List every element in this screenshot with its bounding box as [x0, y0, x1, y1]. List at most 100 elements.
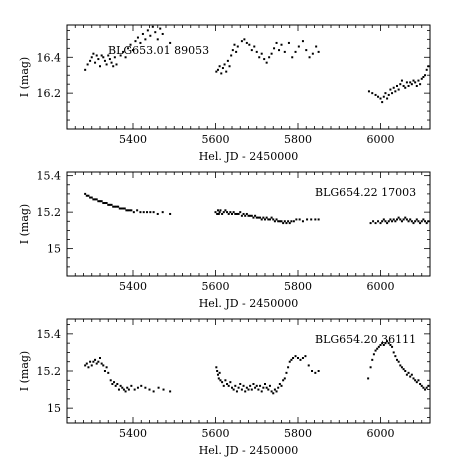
y-tick-label: 16.4 — [37, 51, 62, 64]
data-point — [397, 360, 400, 363]
data-point — [386, 222, 389, 225]
data-point — [236, 45, 239, 48]
data-point — [414, 81, 417, 84]
x-axis-label: Hel. JD - 2450000 — [199, 297, 299, 310]
data-point — [100, 54, 103, 57]
data-point — [280, 220, 283, 223]
data-point — [113, 205, 116, 208]
data-point — [136, 386, 139, 389]
data-point — [231, 212, 233, 215]
data-point — [221, 212, 224, 215]
x-tick-label: 5600 — [202, 280, 230, 293]
x-axis-label: Hel. JD - 2450000 — [199, 444, 299, 457]
data-point — [270, 390, 273, 393]
data-point — [122, 388, 125, 391]
star-id-label: BLG653.01 89053 — [108, 44, 209, 57]
data-point — [219, 209, 222, 212]
data-point — [255, 216, 258, 219]
data-point — [268, 218, 271, 221]
data-point — [218, 371, 221, 374]
data-point — [117, 388, 120, 391]
data-point — [144, 38, 147, 41]
data-point — [217, 377, 220, 380]
data-point — [222, 384, 225, 387]
data-point — [387, 342, 390, 345]
data-point — [161, 32, 164, 35]
data-point — [377, 345, 380, 348]
data-point — [396, 84, 398, 87]
data-point — [221, 381, 224, 384]
data-point — [85, 194, 88, 197]
data-point — [108, 203, 111, 206]
data-point — [282, 222, 285, 225]
data-point — [92, 52, 95, 55]
data-point — [149, 34, 152, 37]
data-point — [97, 200, 100, 203]
data-point — [230, 54, 233, 57]
data-point — [409, 375, 412, 378]
data-point — [108, 58, 111, 61]
data-point — [272, 392, 275, 395]
data-point — [169, 390, 172, 393]
data-point — [95, 54, 98, 57]
data-point — [412, 377, 415, 380]
data-point — [400, 366, 403, 369]
data-point — [99, 357, 101, 359]
data-point — [298, 218, 301, 221]
data-point — [117, 205, 120, 208]
data-point — [223, 63, 226, 66]
data-point — [156, 212, 159, 215]
data-point — [280, 43, 283, 46]
data-point — [264, 218, 266, 221]
data-point — [425, 386, 428, 389]
data-point — [103, 202, 106, 205]
data-point — [405, 373, 408, 376]
data-point — [134, 40, 137, 43]
data-point — [399, 364, 402, 367]
data-point — [102, 364, 105, 367]
data-point — [420, 77, 423, 80]
data-point — [297, 45, 300, 48]
data-point — [259, 216, 262, 219]
y-tick-label: 15.4 — [37, 170, 62, 183]
data-point — [391, 220, 394, 223]
data-point — [84, 192, 87, 195]
panel-blg654-22-17003: 5400 5600 5800 6000 15 15.2 15.4 Hel. JD - 2450… — [18, 170, 431, 310]
data-point — [404, 370, 407, 372]
data-point — [283, 220, 286, 223]
data-point — [389, 344, 392, 346]
data-point — [107, 203, 110, 206]
data-point — [306, 218, 309, 221]
data-point — [317, 370, 320, 372]
data-point — [105, 202, 108, 205]
data-point — [394, 355, 397, 358]
data-point — [386, 340, 389, 343]
data-point — [228, 65, 231, 68]
data-point — [94, 61, 97, 64]
data-point — [415, 381, 418, 384]
data-point — [414, 220, 417, 223]
data-point — [107, 371, 110, 374]
data-point — [253, 45, 256, 48]
x-tick-label: 5600 — [202, 427, 230, 440]
data-point — [122, 50, 125, 53]
data-point — [140, 384, 143, 387]
data-point — [102, 56, 105, 59]
data-point — [125, 209, 128, 212]
data-point — [397, 216, 400, 219]
data-point — [250, 49, 253, 52]
x-tick-label: 5400 — [119, 427, 147, 440]
data-point — [240, 214, 243, 217]
data-point — [381, 101, 384, 104]
data-point — [92, 360, 95, 363]
data-point — [124, 390, 127, 393]
data-point — [102, 202, 105, 205]
data-point — [215, 70, 218, 73]
data-point — [295, 218, 298, 221]
data-point — [231, 49, 234, 52]
data-point — [247, 388, 250, 391]
data-point — [367, 377, 370, 380]
data-point — [237, 212, 240, 215]
data-point — [240, 388, 243, 391]
